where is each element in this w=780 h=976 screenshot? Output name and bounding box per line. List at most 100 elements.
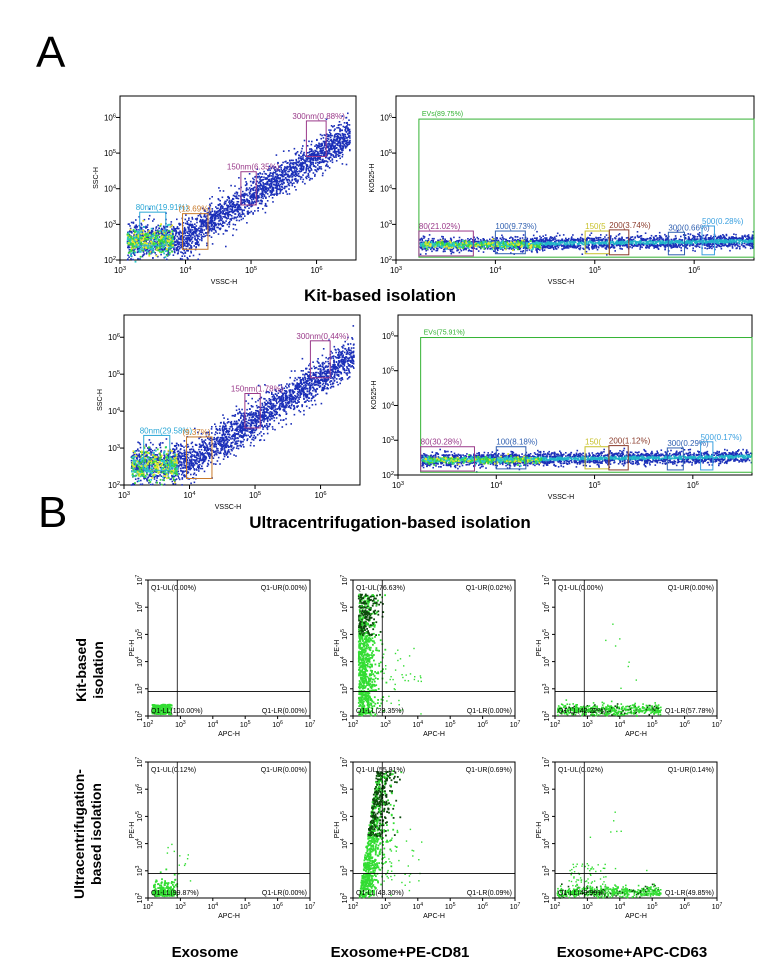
x-tick-label: 103: [390, 266, 402, 275]
gate-2: [240, 171, 257, 206]
quadrant-label-lr: Q1-LR(0.00%): [467, 708, 512, 715]
quadrant-label-lr: Q1-LR(57.78%): [665, 708, 714, 715]
x-tick-label: 103: [582, 902, 593, 911]
scatter-density: [358, 770, 423, 899]
plot-b2-kit-pe-cd81: Q1-UL(76.63%) Q1-UR(0.02%) Q1-LL(23.35%) Q1…: [334, 575, 520, 738]
y-tick-label: 105: [135, 811, 144, 822]
caption-ultracentrifugation-isolation: Ultracentrifugation-based isolation: [249, 513, 531, 532]
y-tick-label: 105: [382, 366, 394, 375]
scatter-density: [556, 623, 662, 717]
plot-b1-kit-exosome: Q1-UL(0.00%) Q1-UR(0.00%) Q1-LL(100.00%) Q1…: [129, 575, 315, 738]
row-label-ultra: Ultracentrifugation- based isolation: [71, 759, 111, 909]
y-tick-label: 103: [135, 865, 144, 876]
y-tick-label: 104: [542, 838, 551, 849]
gate-1: [495, 446, 527, 470]
x-tick-label: 107: [510, 902, 521, 911]
x-tick-label: 104: [489, 266, 502, 275]
x-tick-label: 106: [272, 720, 283, 729]
y-tick-label: 102: [135, 893, 144, 904]
gate-label-0: 80(30.28%): [421, 438, 463, 447]
y-tick-label: 102: [135, 711, 144, 722]
x-axis-label: VSSC-H: [211, 279, 237, 286]
quadrant-label-ll: Q1-LL(100.00%): [151, 708, 203, 715]
x-tick-label: 106: [679, 720, 690, 729]
x-tick-label: 107: [305, 720, 316, 729]
x-tick-label: 103: [175, 902, 186, 911]
x-tick-label: 106: [688, 266, 700, 275]
x-tick-label: 102: [348, 902, 359, 911]
x-axis-label: APC-H: [423, 731, 445, 738]
quadrant-label-ur: Q1-UR(0.00%): [261, 585, 307, 592]
gate-label-2: 150nm(6.35%): [227, 163, 280, 172]
plot-frame: [147, 579, 311, 717]
y-tick-label: 105: [104, 149, 116, 158]
y-tick-label: 104: [135, 656, 144, 667]
y-tick-label: 102: [382, 471, 394, 480]
x-tick-label: 106: [310, 266, 322, 275]
y-axis-label: PE-H: [536, 822, 543, 839]
plot-a4-ultra-ko525-vs-vssc: EVs(75.91%) 80(30.28%) 100(8.18%) 150(200(1…: [371, 314, 753, 501]
y-tick-label: 107: [135, 757, 144, 768]
y-tick-label: 102: [542, 711, 551, 722]
gate-3: [309, 340, 331, 379]
x-tick-label: 104: [412, 902, 423, 911]
scatter-density: [556, 811, 662, 899]
y-tick-label: 104: [108, 407, 121, 416]
y-axis-label: PE-H: [129, 822, 136, 839]
y-tick-label: 103: [135, 683, 144, 694]
y-tick-label: 107: [340, 575, 349, 586]
y-tick-label: 102: [542, 893, 551, 904]
y-tick-label: 103: [382, 436, 394, 445]
ev-gate-label: EVs(75.91%): [424, 330, 465, 337]
quadrant-label-ul: Q1-UL(0.12%): [151, 767, 196, 774]
gate-4: [667, 231, 686, 256]
y-tick-label: 106: [340, 784, 349, 795]
y-tick-label: 106: [380, 113, 392, 122]
x-tick-label: 103: [114, 266, 126, 275]
gate-3: [608, 445, 629, 471]
gate-4: [666, 447, 684, 471]
x-tick-label: 104: [207, 720, 218, 729]
gate-label-1: (9.37%): [183, 428, 211, 437]
y-tick-label: 102: [104, 256, 116, 265]
y-tick-label: 102: [108, 481, 120, 490]
quadrant-label-ur: Q1-UR(0.00%): [261, 767, 307, 774]
y-tick-label: 106: [542, 784, 551, 795]
x-axis-label: APC-H: [625, 731, 647, 738]
quadrant-label-ul: Q1-UL(0.02%): [558, 767, 603, 774]
y-tick-label: 103: [108, 444, 120, 453]
quadrant-label-lr: Q1-LR(0.00%): [262, 708, 307, 715]
quadrant-label-ul: Q1-UL(55.91%): [356, 767, 405, 774]
gate-5: [700, 441, 714, 471]
y-tick-label: 103: [542, 683, 551, 694]
y-tick-label: 105: [542, 629, 551, 640]
x-tick-label: 104: [183, 491, 196, 500]
y-axis-label: KO525-H: [369, 163, 376, 192]
panel-label-a: A: [36, 28, 66, 77]
quadrant-label-ur: Q1-UR(0.02%): [466, 585, 512, 592]
x-axis-label: APC-H: [625, 913, 647, 920]
gate-2: [244, 392, 261, 429]
x-tick-label: 105: [445, 902, 456, 911]
x-tick-label: 103: [175, 720, 186, 729]
x-tick-label: 102: [348, 720, 359, 729]
col-label-apc-cd63: Exosome+APC-CD63: [556, 944, 708, 961]
scatter-density: [151, 843, 192, 898]
col-label-exosome: Exosome: [171, 944, 239, 961]
y-tick-label: 103: [542, 865, 551, 876]
x-tick-label: 106: [477, 902, 488, 911]
plot-b4-ultra-exosome: Q1-UL(0.12%) Q1-UR(0.00%) Q1-LL(99.87%) Q1-…: [129, 757, 315, 920]
x-axis-label: VSSC-H: [548, 494, 574, 501]
x-tick-label: 103: [582, 720, 593, 729]
quadrant-label-ul: Q1-UL(76.63%): [356, 585, 405, 592]
gate-label-4: 300(0.29%): [667, 439, 709, 448]
scatter-density: [130, 325, 355, 486]
scatter-density: [357, 593, 422, 717]
y-tick-label: 106: [340, 602, 349, 613]
quadrant-label-ur: Q1-UR(0.14%): [668, 767, 714, 774]
y-tick-label: 107: [135, 575, 144, 586]
x-tick-label: 104: [412, 720, 423, 729]
x-axis-label: VSSC-H: [548, 279, 574, 286]
gate-label-0: 80nm(29.58%): [140, 426, 193, 435]
y-tick-label: 105: [542, 811, 551, 822]
